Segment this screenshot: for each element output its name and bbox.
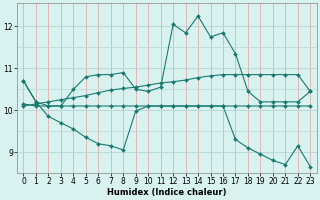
X-axis label: Humidex (Indice chaleur): Humidex (Indice chaleur) — [107, 188, 227, 197]
